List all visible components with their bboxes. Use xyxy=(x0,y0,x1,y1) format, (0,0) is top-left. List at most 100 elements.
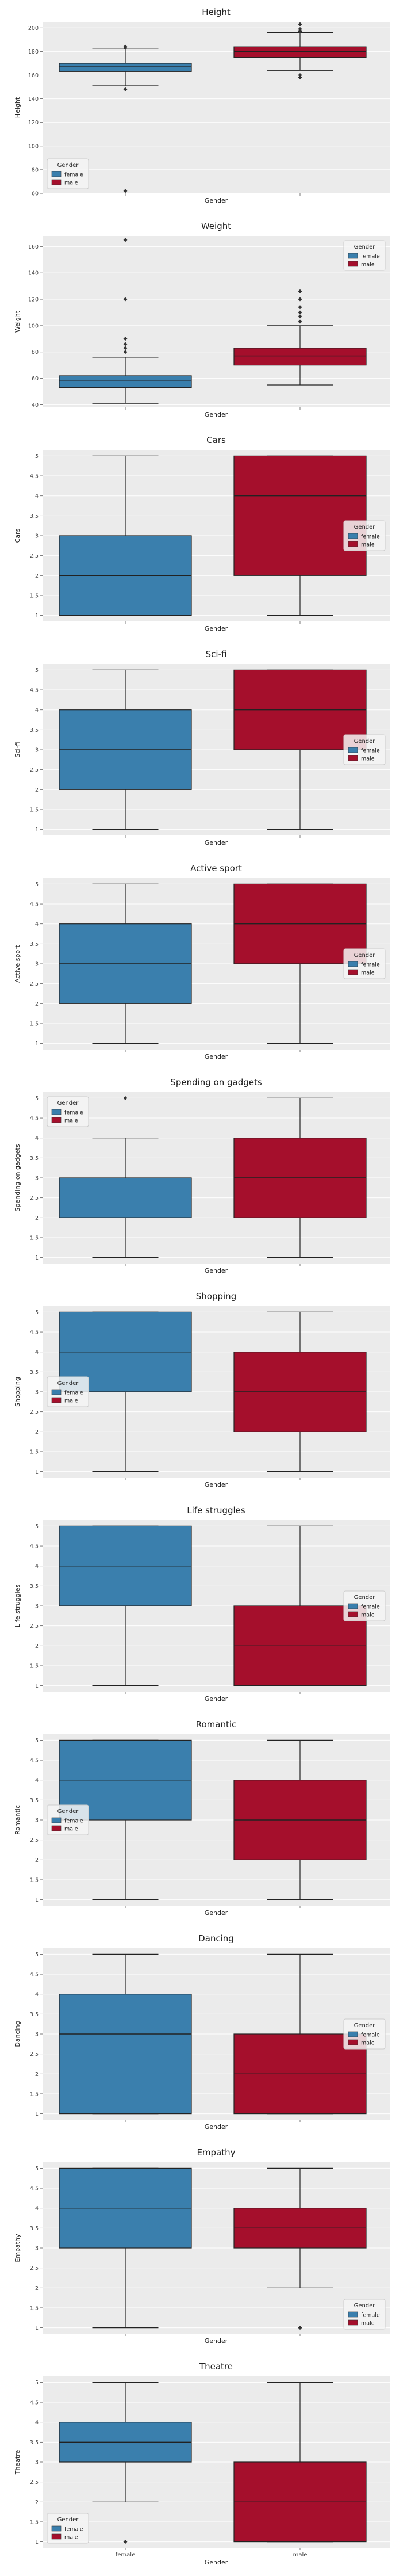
legend-label-male: male xyxy=(361,262,375,268)
outlier-point xyxy=(298,289,302,293)
legend-title: Gender xyxy=(354,952,376,959)
y-tick-label: 4 xyxy=(35,1135,39,1142)
legend-swatch-male xyxy=(51,2533,62,2540)
box-male xyxy=(233,455,367,616)
legend-label-female: female xyxy=(361,2032,380,2039)
y-tick-label: 1 xyxy=(35,613,39,619)
y-tick-label: 60 xyxy=(32,376,39,382)
y-tick-label: 3 xyxy=(35,2032,39,2038)
legend-label-female: female xyxy=(361,534,380,540)
y-tick-label: 1.5 xyxy=(30,1021,39,1027)
y-axis-label: Shopping xyxy=(14,1377,21,1407)
box-female xyxy=(59,44,192,193)
outlier-point xyxy=(298,305,302,310)
y-axis-label: Spending on gadgets xyxy=(14,1144,21,1211)
x-axis-label: Gender xyxy=(205,197,228,204)
legend-swatch-male xyxy=(348,969,358,975)
outlier-point xyxy=(298,22,302,26)
chart-title: Theatre xyxy=(199,2361,233,2372)
y-tick-label: 2.5 xyxy=(30,2479,39,2486)
y-tick-label: 4.5 xyxy=(30,2186,39,2192)
legend-title: Gender xyxy=(57,1100,79,1106)
legend-swatch-female xyxy=(348,747,358,753)
chart-title: Cars xyxy=(206,435,226,445)
y-tick-label: 4 xyxy=(35,707,39,713)
y-tick-label: 1.5 xyxy=(30,2519,39,2525)
y-tick-label: 4 xyxy=(35,1349,39,1356)
box-male xyxy=(233,22,367,80)
outlier-point xyxy=(123,350,128,354)
y-axis-label: Life struggles xyxy=(14,1585,21,1628)
box-female xyxy=(59,455,192,616)
y-tick-label: 160 xyxy=(28,244,39,250)
y-tick-label: 80 xyxy=(32,349,39,356)
chart-title: Life struggles xyxy=(187,1505,245,1516)
legend-swatch-female xyxy=(51,1817,62,1823)
y-tick-label: 3.5 xyxy=(30,2012,39,2018)
legend-label-male: male xyxy=(64,180,78,186)
chart-title: Active sport xyxy=(190,863,242,873)
y-tick-label: 1.5 xyxy=(30,2305,39,2311)
box-male xyxy=(233,1739,367,1900)
outlier-point xyxy=(123,44,128,49)
subplot-romantic: Romantic 1 1.5 2 2.5 3 3.5 4 4.5 5 Gender Romantic G… xyxy=(14,1719,390,1917)
x-axis-label: Gender xyxy=(205,1267,228,1274)
y-tick-label: 5 xyxy=(35,2166,39,2172)
y-tick-label: 5 xyxy=(35,453,39,460)
subplot-life-struggles: Life struggles 1 1.5 2 2.5 3 3.5 4 4.5 5 Gender Lif… xyxy=(14,1505,390,1703)
legend-swatch-female xyxy=(51,1109,62,1115)
outlier-point xyxy=(298,319,302,324)
box-female xyxy=(59,238,192,404)
legend: Gender female male xyxy=(343,240,386,271)
y-tick-label: 1 xyxy=(35,1897,39,1903)
legend-swatch-female xyxy=(348,2311,358,2318)
box-male xyxy=(233,1311,367,1472)
legend-label-male: male xyxy=(64,1398,78,1405)
y-tick-label: 4.5 xyxy=(30,2400,39,2406)
legend-swatch-female xyxy=(348,253,358,259)
subplot-empathy: Empathy 1 1.5 2 2.5 3 3.5 4 4.5 5 Gender Empathy Gen… xyxy=(14,2147,390,2345)
y-axis-label: Active sport xyxy=(14,944,21,982)
x-tick-label: male xyxy=(293,2552,308,2558)
y-axis-label: Empathy xyxy=(14,2234,21,2262)
subplot-spending-on-gadgets: Spending on gadgets 1 1.5 2 2.5 3 3.5 4 4.5 5 Gend… xyxy=(14,1077,390,1274)
y-tick-label: 60 xyxy=(32,191,39,197)
y-tick-label: 2 xyxy=(35,573,39,579)
box-male xyxy=(233,1097,367,1258)
legend-swatch-female xyxy=(348,961,358,967)
x-axis-label: Gender xyxy=(205,1053,228,1060)
y-tick-label: 1.5 xyxy=(30,807,39,813)
y-tick-label: 3 xyxy=(35,1390,39,1396)
y-tick-label: 1 xyxy=(35,1255,39,1261)
outlier-point xyxy=(123,342,128,346)
y-tick-label: 3 xyxy=(35,2246,39,2252)
y-axis-label: Theatre xyxy=(14,2449,21,2475)
y-tick-label: 3.5 xyxy=(30,2440,39,2446)
legend: Gender female male xyxy=(47,158,89,189)
box-iqr xyxy=(59,375,192,388)
subplot-sci-fi: Sci-fi 1 1.5 2 2.5 3 3.5 4 4.5 5 Gender Sci-fi Gende… xyxy=(14,649,390,846)
outlier-point xyxy=(298,310,302,315)
box-female xyxy=(59,1953,192,2115)
subplot-height: Height 60 80 100 120 140 160 180 200 Gender Height… xyxy=(14,7,390,204)
y-tick-label: 3.5 xyxy=(30,2226,39,2232)
legend-swatch-male xyxy=(51,1825,62,1831)
y-tick-label: 2 xyxy=(35,1429,39,1436)
y-tick-label: 3.5 xyxy=(30,941,39,948)
y-axis-label: Height xyxy=(14,97,21,118)
y-tick-label: 2.5 xyxy=(30,2265,39,2272)
legend: Gender female male xyxy=(47,2513,89,2544)
y-axis-label: Dancing xyxy=(14,2021,21,2047)
y-tick-label: 2.5 xyxy=(30,1409,39,1415)
outlier-point xyxy=(123,346,128,350)
box-iqr xyxy=(233,455,367,576)
y-tick-label: 3.5 xyxy=(30,1155,39,1162)
x-axis-label: Gender xyxy=(205,2123,228,2131)
legend-swatch-female xyxy=(348,2031,358,2037)
outlier-point xyxy=(298,26,302,31)
legend: Gender female male xyxy=(47,1096,89,1127)
x-axis-label: Gender xyxy=(205,625,228,632)
legend-title: Gender xyxy=(354,524,376,531)
y-tick-label: 3.5 xyxy=(30,1583,39,1590)
outlier-point xyxy=(298,29,302,33)
